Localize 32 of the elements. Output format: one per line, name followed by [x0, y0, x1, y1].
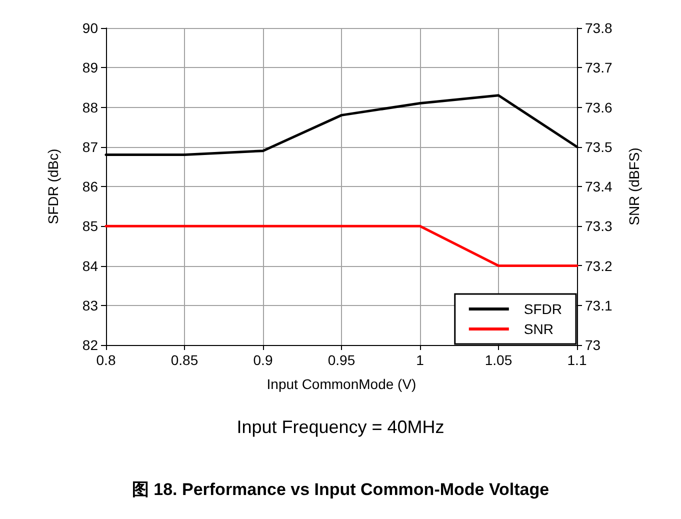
- x-tick-label: 0.95: [328, 352, 356, 368]
- legend-label: SFDR: [524, 301, 562, 317]
- legend-label: SNR: [524, 321, 554, 337]
- y2-tick-label: 73.2: [585, 258, 612, 274]
- y-tick-label: 83: [82, 297, 98, 314]
- y-tick-label: 87: [82, 138, 98, 155]
- y2-tick-label: 73.5: [585, 138, 612, 155]
- y2-tick-label: 73.3: [585, 218, 612, 234]
- y2-tick-label: 73.8: [585, 20, 612, 36]
- y2-tick-label: 73: [585, 337, 601, 353]
- y2-tick-label: 73.1: [585, 297, 612, 314]
- y-tick-label: 89: [82, 60, 98, 76]
- text: Input Frequency = 40MHz: [236, 417, 444, 437]
- y-tick-label: 82: [82, 337, 98, 353]
- y-tick-label: 85: [82, 218, 98, 234]
- x-tick-label: 0.85: [170, 352, 198, 368]
- x-tick-label: 1: [416, 352, 424, 368]
- y-axis-title: SFDR (dBc): [45, 148, 61, 224]
- y-tick-label: 84: [82, 258, 98, 274]
- text: 图 18. Performance vs Input Common-Mode Voltage: [132, 480, 550, 499]
- y2-axis-title: SNR (dBFS): [626, 148, 642, 226]
- y-tick-label: 90: [82, 20, 98, 36]
- y2-tick-label: 73.6: [585, 99, 612, 116]
- y-tick-label: 88: [82, 99, 98, 116]
- y-tick-label: 86: [82, 178, 98, 194]
- x-tick-label: 0.8: [96, 352, 116, 368]
- y2-tick-label: 73.7: [585, 60, 612, 76]
- x-tick-label: 1.1: [567, 352, 587, 368]
- x-axis-title: Input CommonMode (V): [266, 376, 416, 392]
- x-tick-label: 0.9: [253, 352, 273, 368]
- y2-tick-label: 73.4: [585, 178, 612, 194]
- x-tick-label: 1.05: [484, 352, 512, 368]
